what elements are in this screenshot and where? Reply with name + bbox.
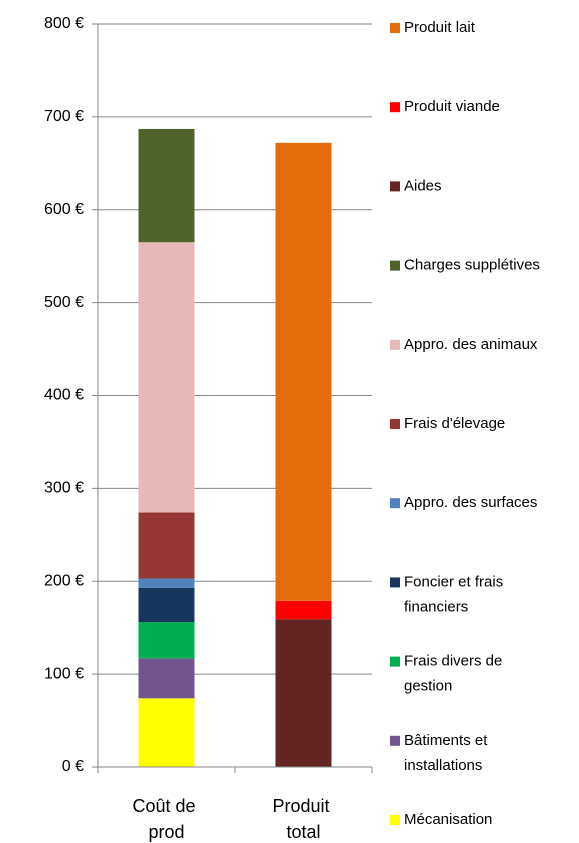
bar-segment bbox=[138, 658, 195, 699]
legend-label: Frais divers de gestion bbox=[404, 653, 507, 695]
y-tick-label: 300 € bbox=[44, 480, 84, 497]
y-tick-label: 400 € bbox=[44, 387, 84, 404]
x-tick-label: Coût de prod bbox=[132, 796, 200, 842]
legend-swatch bbox=[390, 735, 400, 746]
legend-swatch bbox=[390, 815, 400, 825]
legend-label: Foncier et frais financiers bbox=[404, 573, 507, 615]
bar-segment bbox=[275, 619, 332, 767]
legend-swatch bbox=[390, 498, 400, 509]
bar-segment bbox=[138, 698, 195, 767]
legend-swatch bbox=[390, 577, 400, 588]
legend-swatch bbox=[390, 23, 400, 33]
bar-segment bbox=[138, 512, 195, 579]
legend-label: Charges supplétives bbox=[404, 257, 540, 274]
legend-swatch bbox=[390, 656, 400, 667]
legend-swatch bbox=[390, 181, 400, 192]
legend-label: Produit lait bbox=[404, 19, 476, 36]
bar-segment bbox=[138, 622, 195, 659]
x-tick-label: Produit total bbox=[272, 796, 334, 842]
legend-swatch bbox=[390, 339, 400, 350]
legend-label: Appro. des animaux bbox=[404, 336, 538, 353]
y-tick-label: 100 € bbox=[44, 665, 84, 682]
y-tick-label: 500 € bbox=[44, 294, 84, 311]
legend-swatch bbox=[390, 260, 400, 271]
legend-swatch bbox=[390, 419, 400, 429]
bar-segment bbox=[138, 587, 195, 623]
bar-segment bbox=[138, 128, 195, 243]
legend-label: Bâtiments et installations bbox=[404, 732, 492, 774]
legend-label: Produit viande bbox=[404, 98, 500, 115]
bar-segment bbox=[275, 142, 332, 601]
legend: Mécanisation Bâtiments et installations Fr… bbox=[390, 19, 540, 828]
y-tick-label: 200 € bbox=[44, 572, 84, 589]
y-tick-label: 800 € bbox=[44, 15, 84, 32]
legend-label: Frais d'élevage bbox=[404, 415, 505, 432]
legend-label: Aides bbox=[404, 177, 442, 194]
bar-segment bbox=[138, 578, 195, 588]
legend-label: Appro. des surfaces bbox=[404, 494, 537, 511]
bar-segment bbox=[275, 600, 332, 620]
y-tick-label: 700 € bbox=[44, 108, 84, 125]
y-tick-label: 600 € bbox=[44, 201, 84, 218]
bar-segment bbox=[138, 242, 195, 513]
legend-label: Mécanisation bbox=[404, 811, 492, 828]
legend-swatch bbox=[390, 102, 400, 113]
y-tick-label: 0 € bbox=[62, 758, 84, 775]
